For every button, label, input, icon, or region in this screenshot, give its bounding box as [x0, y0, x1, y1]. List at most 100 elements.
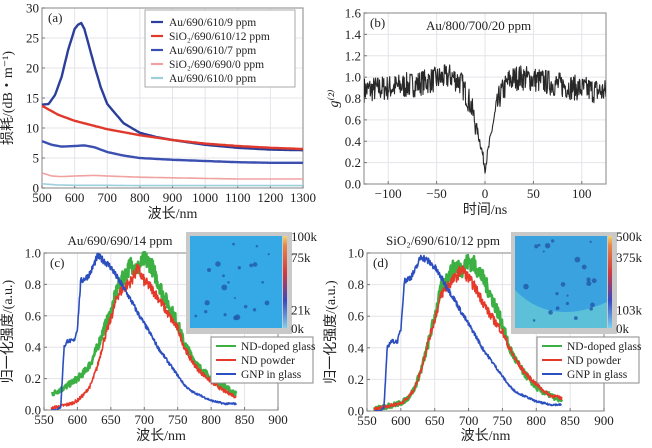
chart-title: Au/800/700/20 ppm [426, 18, 531, 33]
y-axis-label: 损耗/(dB・m⁻¹) [0, 51, 16, 145]
inset-spot [566, 294, 569, 297]
x-tick-label: 500 [32, 190, 52, 205]
x-tick-label: 100 [572, 186, 592, 201]
y-tick-label: 1.4 [345, 27, 362, 42]
inset-spot [544, 242, 551, 249]
colorbar-tick-label: 0k [291, 321, 305, 336]
colorbar-tick-label: 100k [291, 229, 318, 244]
panel-a: 500 600 700 800 900 1000 1100 1200 1300 0 5 10 15 20 2… [0, 1, 316, 223]
series-line [50, 251, 238, 397]
inset-spot [223, 313, 227, 317]
colorbar-tick-label: 0k [616, 321, 630, 336]
y-tick-label: 1.0 [348, 246, 364, 261]
inset-spot [590, 302, 595, 308]
legend-label: SiO₂/690/690/0 ppm [169, 59, 264, 71]
inset-spot [237, 266, 241, 270]
series-line [51, 252, 238, 410]
x-tick-label: −50 [426, 186, 446, 201]
legend-label: ND-doped glass [567, 341, 642, 353]
x-tick-label: 650 [425, 413, 445, 428]
y-tick-label: 1.0 [345, 70, 361, 85]
y-tick-label: 30 [26, 1, 39, 16]
y-tick-label: 0.0 [25, 403, 41, 418]
colorbar-tick-label: 75k [291, 250, 311, 265]
panel-label: (a) [48, 10, 62, 25]
y-tick-label: 0.6 [348, 309, 365, 324]
inset-spot [551, 239, 555, 243]
x-tick-label: 900 [594, 413, 614, 428]
x-tick-label: 900 [163, 190, 183, 205]
y-tick-label: 20 [26, 61, 39, 76]
inset-spot [542, 250, 545, 253]
legend-label: GNP in glass [241, 369, 302, 381]
inset-spot [537, 243, 541, 247]
legend: ND-doped glass ND powder GNP in glass [210, 336, 316, 384]
y-tick-label: 0.8 [348, 277, 364, 292]
chart-title: SiO₂/690/610/12 ppm [386, 233, 500, 248]
x-tick-label: 700 [459, 413, 479, 428]
inset-spot [233, 296, 236, 300]
y-tick-label: 0.0 [348, 404, 364, 419]
x-axis-label: 波长/nm [461, 428, 511, 444]
inset-spot [589, 240, 592, 244]
colorbar [608, 236, 612, 328]
inset-spot [574, 256, 581, 263]
inset-map: 500k 375k 103k 0k [511, 229, 643, 336]
y-tick-label: 25 [26, 31, 39, 46]
y-tick-label: 0.4 [348, 340, 365, 355]
x-axis-label: 时间/ns [463, 202, 507, 218]
inset-spot [232, 242, 235, 246]
y-axis-label: 归一化强度/(a.u.) [0, 279, 16, 383]
series-line [50, 263, 237, 410]
x-tick-label: 750 [493, 413, 513, 428]
inset-spot [215, 261, 221, 267]
legend-label: GNP in glass [567, 369, 628, 381]
panel-label: (c) [50, 255, 64, 270]
legend: Au/690/610/9 ppm SiO₂/690/610/12 ppm Au/69… [144, 9, 296, 88]
y-tick-label: 1.2 [345, 48, 361, 63]
legend-label: Au/690/610/9 ppm [169, 17, 256, 29]
inset-spot [264, 300, 270, 306]
y-tick-label: 1.0 [25, 246, 41, 261]
inset-spot [252, 262, 258, 267]
series-line [373, 265, 563, 411]
inset-spot [534, 244, 539, 249]
series-line [42, 183, 303, 187]
legend-box [144, 9, 296, 88]
inset-spot [581, 264, 587, 270]
x-tick-label: −100 [375, 186, 402, 201]
inset-spot [267, 253, 270, 256]
inset-spot [222, 274, 225, 278]
x-tick-label: 800 [201, 412, 221, 427]
plot-area [42, 21, 303, 187]
x-tick-label: 550 [34, 412, 54, 427]
inset-spot [227, 281, 230, 284]
inset-spot [233, 315, 238, 321]
inset-spot [591, 278, 597, 284]
x-tick-label: 850 [235, 412, 255, 427]
x-tick-label: 50 [527, 186, 540, 201]
inset-spot [532, 319, 536, 322]
inset-spot [565, 301, 569, 306]
inset-spot [207, 268, 212, 273]
x-tick-label: 700 [135, 412, 155, 427]
y-tick-label: 0.6 [345, 112, 362, 127]
y-tick-label: 0.2 [345, 155, 361, 170]
legend-label: ND powder [241, 355, 295, 367]
x-axis-label: 波长/nm [136, 428, 186, 444]
inset-spot [523, 283, 529, 290]
inset-spot [194, 314, 198, 318]
legend: ND-doped glass ND powder GNP in glass [536, 336, 642, 384]
inset-spot [548, 310, 553, 315]
x-tick-label: 1200 [257, 190, 283, 205]
panel-label: (b) [370, 15, 385, 30]
chart-title: Au/690/690/14 ppm [67, 233, 172, 248]
panel-label: (d) [373, 255, 388, 270]
x-tick-label: 900 [268, 412, 288, 427]
legend-label: Au/690/610/0 ppm [169, 73, 256, 85]
y-tick-label: 0.4 [345, 134, 362, 149]
inset-spot [252, 308, 257, 312]
inset-spot [586, 280, 592, 287]
inset-spot [261, 280, 264, 284]
x-tick-label: 600 [68, 412, 88, 427]
